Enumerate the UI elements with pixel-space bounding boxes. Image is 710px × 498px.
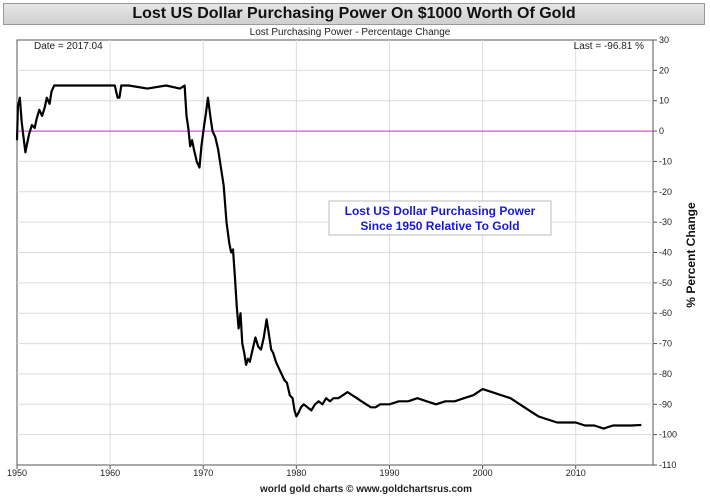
- y-tick-label: 10: [659, 96, 669, 106]
- y-tick-label: -80: [659, 369, 672, 379]
- y-tick-label: -50: [659, 278, 672, 288]
- x-tick-label: 1960: [100, 468, 120, 478]
- x-axis-ticks: 1950 1960 1970 1980 1990 2000 2010: [7, 465, 586, 478]
- y-tick-label: -10: [659, 156, 672, 166]
- y-axis-title: % Percent Change: [684, 202, 698, 308]
- x-tick-label: 1980: [286, 468, 306, 478]
- y-tick-label: -70: [659, 339, 672, 349]
- date-readout: Date = 2017.04: [34, 41, 103, 52]
- y-tick-label: -60: [659, 308, 672, 318]
- series-line-purchasing-power: [15, 84, 642, 430]
- chart-footer-credit: world gold charts © www.goldchartsrus.co…: [259, 484, 472, 495]
- x-tick-label: 2000: [473, 468, 493, 478]
- x-tick-label: 2010: [566, 468, 586, 478]
- annotation-line-1: Lost US Dollar Purchasing Power: [345, 204, 536, 218]
- y-tick-label: -20: [659, 187, 672, 197]
- last-value-readout: Last = -96.81 %: [574, 41, 644, 52]
- y-tick-label: 0: [659, 126, 664, 136]
- chart-title: Lost US Dollar Purchasing Power On $1000…: [3, 3, 705, 25]
- x-tick-label: 1950: [7, 468, 27, 478]
- y-tick-label: 20: [659, 65, 669, 75]
- y-tick-label: 30: [659, 35, 669, 45]
- y-tick-label: -40: [659, 248, 672, 258]
- annotation-line-2: Since 1950 Relative To Gold: [360, 219, 519, 233]
- x-tick-label: 1970: [193, 468, 213, 478]
- y-tick-label: -100: [659, 430, 677, 440]
- chart-subtitle: Lost Purchasing Power - Percentage Chang…: [250, 27, 451, 38]
- y-tick-label: -110: [659, 460, 676, 470]
- y-tick-label: -90: [659, 399, 672, 409]
- x-tick-label: 1990: [379, 468, 399, 478]
- annotation-box: Lost US Dollar Purchasing Power Since 19…: [328, 200, 552, 236]
- y-tick-label: -30: [659, 217, 672, 227]
- y-axis-ticks: 30 20 10 0 -10 -20 -30 -40 -50 -60 -70 -80 -90 -100 -1…: [653, 35, 677, 470]
